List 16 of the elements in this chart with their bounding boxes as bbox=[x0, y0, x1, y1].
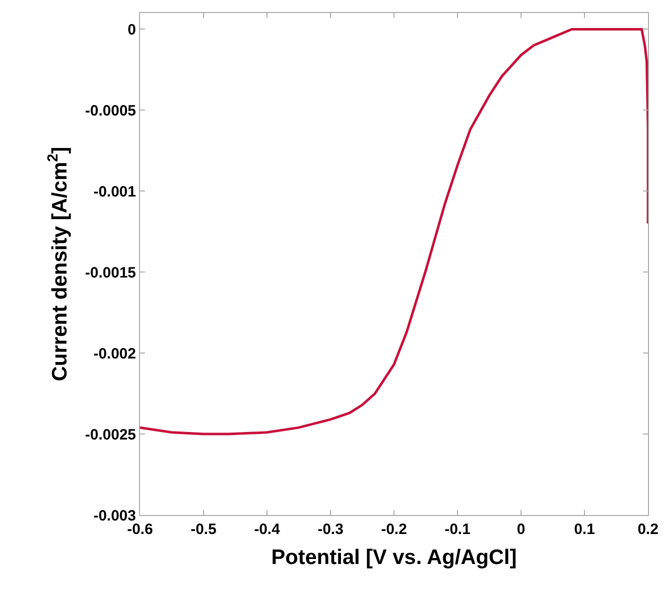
x-tick-label: 0.2 bbox=[638, 521, 658, 538]
y-tick-label: -0.0025 bbox=[85, 426, 136, 444]
y-tick-label: 0 bbox=[128, 21, 136, 38]
x-tick-label: -0.3 bbox=[318, 521, 344, 538]
y-tick-label: -0.0005 bbox=[85, 102, 136, 120]
x-axis-title: Potential [V vs. Ag/AgCl] bbox=[271, 546, 517, 570]
x-tick-label: -0.4 bbox=[254, 521, 281, 538]
x-tick-label: 0.1 bbox=[574, 521, 595, 538]
x-tick-label: -0.2 bbox=[381, 521, 407, 538]
x-tick-label: 0 bbox=[516, 521, 526, 538]
y-tick-label: -0.0015 bbox=[85, 264, 136, 282]
line-series bbox=[140, 28, 648, 436]
y-tick-label: -0.001 bbox=[93, 183, 136, 200]
y-tick-label: -0.002 bbox=[93, 345, 136, 362]
x-tick-label: -0.5 bbox=[190, 521, 216, 538]
x-tick-label: -0.1 bbox=[444, 521, 470, 538]
